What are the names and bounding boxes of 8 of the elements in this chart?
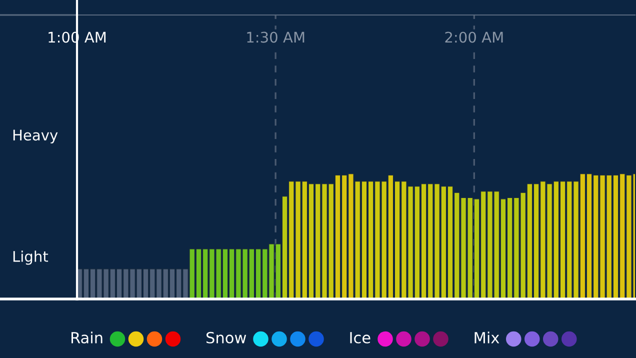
text: Snow	[206, 332, 246, 344]
x-tick-label: 1:30 AM	[247, 32, 304, 43]
text: Light	[13, 250, 48, 265]
text: Rain	[72, 332, 102, 344]
text: Ice	[350, 332, 370, 344]
text: Mix	[474, 332, 500, 344]
text: Heavy	[13, 130, 58, 144]
x-tick-label: 2:00 AM	[445, 32, 503, 43]
